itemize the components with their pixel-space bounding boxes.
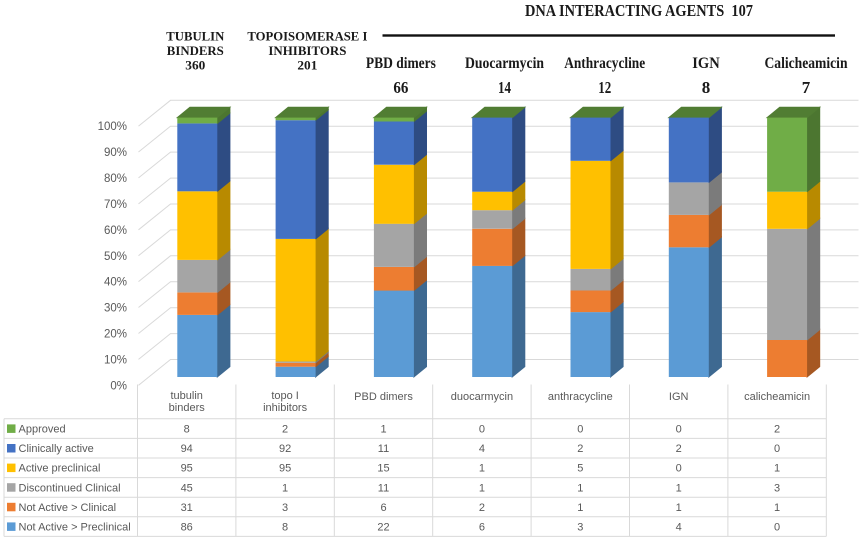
svg-text:DNA INTERACTING AGENTS 107: DNA INTERACTING AGENTS 107 (525, 1, 753, 20)
svg-text:1: 1 (282, 482, 288, 494)
svg-text:PBD dimers: PBD dimers (354, 391, 413, 403)
svg-text:2: 2 (676, 443, 682, 455)
svg-text:Not Active > Clinical: Not Active > Clinical (19, 502, 117, 514)
svg-text:TOPOISOMERASE I: TOPOISOMERASE I (247, 29, 367, 44)
svg-text:12: 12 (598, 78, 611, 97)
svg-text:tubulin: tubulin (170, 390, 202, 402)
svg-text:8: 8 (282, 522, 288, 534)
svg-text:10%: 10% (104, 355, 127, 367)
svg-text:0: 0 (479, 424, 485, 436)
svg-text:0: 0 (676, 463, 682, 475)
svg-text:0%: 0% (110, 380, 127, 392)
svg-text:duocarmycin: duocarmycin (451, 391, 513, 403)
svg-text:1: 1 (479, 482, 485, 494)
svg-text:IGN: IGN (669, 391, 689, 403)
svg-text:3: 3 (774, 482, 780, 494)
svg-text:70%: 70% (104, 199, 127, 211)
svg-text:11: 11 (378, 482, 389, 494)
svg-text:Duocarmycin: Duocarmycin (465, 55, 544, 72)
svg-text:1: 1 (676, 502, 682, 514)
svg-text:2: 2 (774, 424, 780, 436)
svg-text:92: 92 (279, 443, 291, 455)
svg-text:1: 1 (676, 482, 682, 494)
svg-text:Clinically active: Clinically active (19, 443, 94, 455)
svg-text:INHIBITORS: INHIBITORS (268, 43, 346, 58)
svg-text:94: 94 (181, 443, 193, 455)
svg-text:6: 6 (479, 522, 485, 534)
svg-text:4: 4 (676, 522, 682, 534)
svg-text:BINDERS: BINDERS (167, 43, 224, 58)
svg-text:1: 1 (774, 463, 780, 475)
svg-text:1: 1 (380, 424, 386, 436)
svg-text:3: 3 (577, 522, 583, 534)
svg-text:1: 1 (577, 502, 583, 514)
svg-text:100%: 100% (98, 121, 127, 133)
svg-text:22: 22 (377, 522, 389, 534)
svg-text:Active preclinical: Active preclinical (19, 463, 101, 475)
svg-text:0: 0 (774, 443, 780, 455)
svg-text:90%: 90% (104, 147, 127, 159)
svg-text:anthracycline: anthracycline (548, 391, 613, 403)
svg-text:1: 1 (577, 482, 583, 494)
svg-text:0: 0 (774, 522, 780, 534)
svg-text:0: 0 (577, 424, 583, 436)
svg-text:inhibitors: inhibitors (263, 402, 308, 414)
svg-text:2: 2 (577, 443, 583, 455)
svg-text:binders: binders (169, 402, 206, 414)
svg-text:86: 86 (181, 522, 193, 534)
svg-text:60%: 60% (104, 225, 127, 237)
svg-text:8: 8 (184, 424, 190, 436)
svg-text:201: 201 (297, 58, 317, 73)
svg-text:95: 95 (181, 463, 193, 475)
svg-text:calicheamicin: calicheamicin (744, 391, 810, 403)
svg-text:6: 6 (380, 502, 386, 514)
svg-text:2: 2 (282, 424, 288, 436)
svg-text:95: 95 (279, 463, 291, 475)
svg-text:Approved: Approved (19, 424, 66, 436)
svg-text:40%: 40% (104, 277, 127, 289)
svg-text:0: 0 (676, 424, 682, 436)
svg-text:15: 15 (377, 463, 389, 475)
svg-text:50%: 50% (104, 251, 127, 263)
svg-text:66: 66 (393, 78, 408, 97)
svg-text:20%: 20% (104, 329, 127, 341)
svg-text:80%: 80% (104, 173, 127, 185)
svg-text:14: 14 (498, 78, 511, 97)
svg-text:7: 7 (802, 78, 811, 97)
svg-text:PBD dimers: PBD dimers (366, 55, 436, 72)
svg-text:topo I: topo I (271, 390, 299, 402)
svg-text:11: 11 (378, 443, 389, 455)
svg-text:Anthracycline: Anthracycline (564, 55, 645, 72)
svg-text:Discontinued Clinical: Discontinued Clinical (19, 482, 121, 494)
svg-text:2: 2 (479, 502, 485, 514)
svg-text:30%: 30% (104, 303, 127, 315)
svg-text:8: 8 (702, 78, 711, 97)
svg-text:IGN: IGN (692, 55, 720, 72)
svg-text:360: 360 (185, 58, 205, 73)
svg-text:Calicheamicin: Calicheamicin (765, 55, 848, 72)
svg-text:31: 31 (181, 502, 193, 514)
svg-text:5: 5 (577, 463, 583, 475)
svg-text:TUBULIN: TUBULIN (166, 29, 225, 44)
svg-text:Not Active > Preclinical: Not Active > Preclinical (19, 522, 131, 534)
svg-text:1: 1 (774, 502, 780, 514)
svg-text:1: 1 (479, 463, 485, 475)
svg-text:3: 3 (282, 502, 288, 514)
svg-text:45: 45 (181, 482, 193, 494)
svg-text:4: 4 (479, 443, 485, 455)
